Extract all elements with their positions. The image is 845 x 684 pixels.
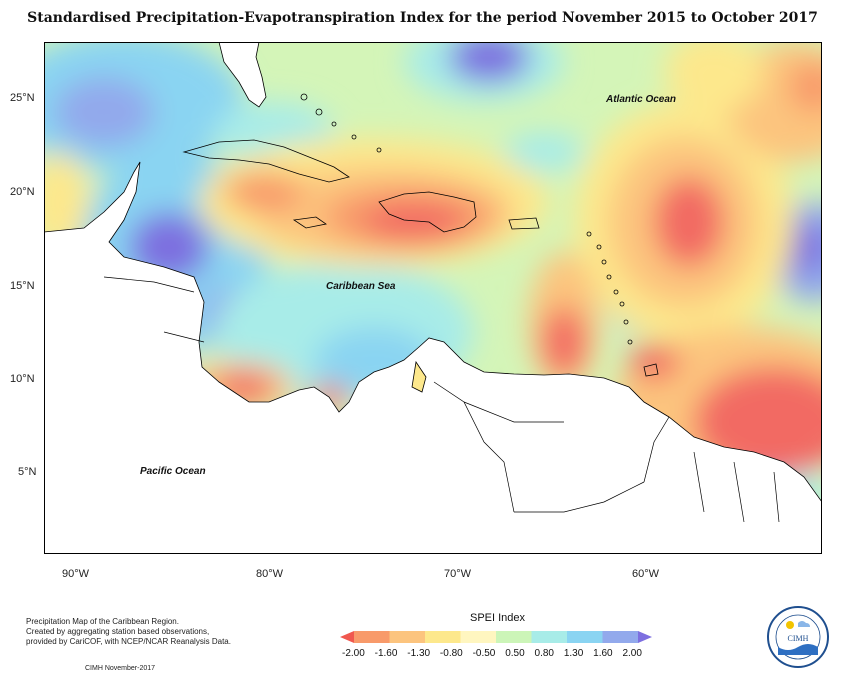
lat-tick: 15°N (10, 280, 35, 292)
lat-tick: 25°N (10, 92, 35, 104)
legend-color-bar (340, 628, 652, 651)
spei-map-canvas (44, 42, 822, 554)
legend-label: 2.00 (622, 648, 642, 659)
legend-label: -0.50 (472, 648, 496, 659)
legend-swatch (638, 631, 652, 643)
map-title: Standardised Precipitation-Evapotranspir… (27, 10, 818, 26)
lesser-antilles (300, 93, 633, 345)
caption-line: Precipitation Map of the Caribbean Regio… (26, 617, 179, 626)
legend-label: 1.60 (593, 648, 613, 659)
lon-tick: 90°W (62, 568, 90, 580)
legend-swatch (460, 631, 497, 643)
spei-map[interactable] (44, 42, 822, 554)
legend-swatch (389, 631, 426, 643)
legend-title: SPEI Index (470, 612, 526, 624)
legend-label: -0.80 (439, 648, 463, 659)
legend-swatch (340, 631, 354, 643)
legend-label: 0.80 (534, 648, 554, 659)
legend-swatches (340, 631, 652, 643)
spei-field (44, 42, 822, 547)
legend-swatch (425, 631, 461, 643)
legend-label: 0.50 (505, 648, 525, 659)
lon-tick: 70°W (444, 568, 472, 580)
legend-label: -2.00 (342, 648, 365, 659)
caption-line: Created by aggregating station based obs… (26, 627, 210, 636)
lon-tick: 60°W (632, 568, 660, 580)
lat-tick: 10°N (10, 373, 35, 385)
logo-text: CIMH (788, 634, 809, 643)
legend-swatch (567, 631, 603, 643)
legend-labels: -2.00 -1.60 -1.30 -0.80 -0.50 0.50 0.80 … (342, 648, 642, 659)
land-masses (44, 42, 822, 554)
legend-swatch (354, 631, 390, 643)
label-caribbean-sea: Caribbean Sea (326, 281, 396, 292)
label-atlantic-ocean: Atlantic Ocean (606, 94, 677, 105)
legend-label: -1.60 (374, 648, 398, 659)
legend-swatch (496, 631, 532, 643)
cimh-logo-emblem: CIMH (767, 606, 829, 668)
legend-label: -1.30 (407, 648, 431, 659)
lon-tick: 80°W (256, 568, 284, 580)
map-caption: Precipitation Map of the Caribbean Regio… (26, 617, 231, 647)
cimh-logo: CIMH (766, 605, 830, 674)
caption-line: provided by CariCOF, with NCEP/NCAR Rean… (26, 637, 231, 646)
legend-swatch (531, 631, 568, 643)
legend-swatch (602, 631, 639, 643)
lat-tick: 5°N (18, 466, 37, 478)
map-credit: CIMH November-2017 (85, 665, 156, 672)
map-border (44, 42, 822, 554)
label-pacific-ocean: Pacific Ocean (140, 466, 206, 477)
country-borders (103, 276, 780, 523)
legend-label: 1.30 (563, 648, 584, 659)
lat-tick: 20°N (10, 186, 35, 198)
